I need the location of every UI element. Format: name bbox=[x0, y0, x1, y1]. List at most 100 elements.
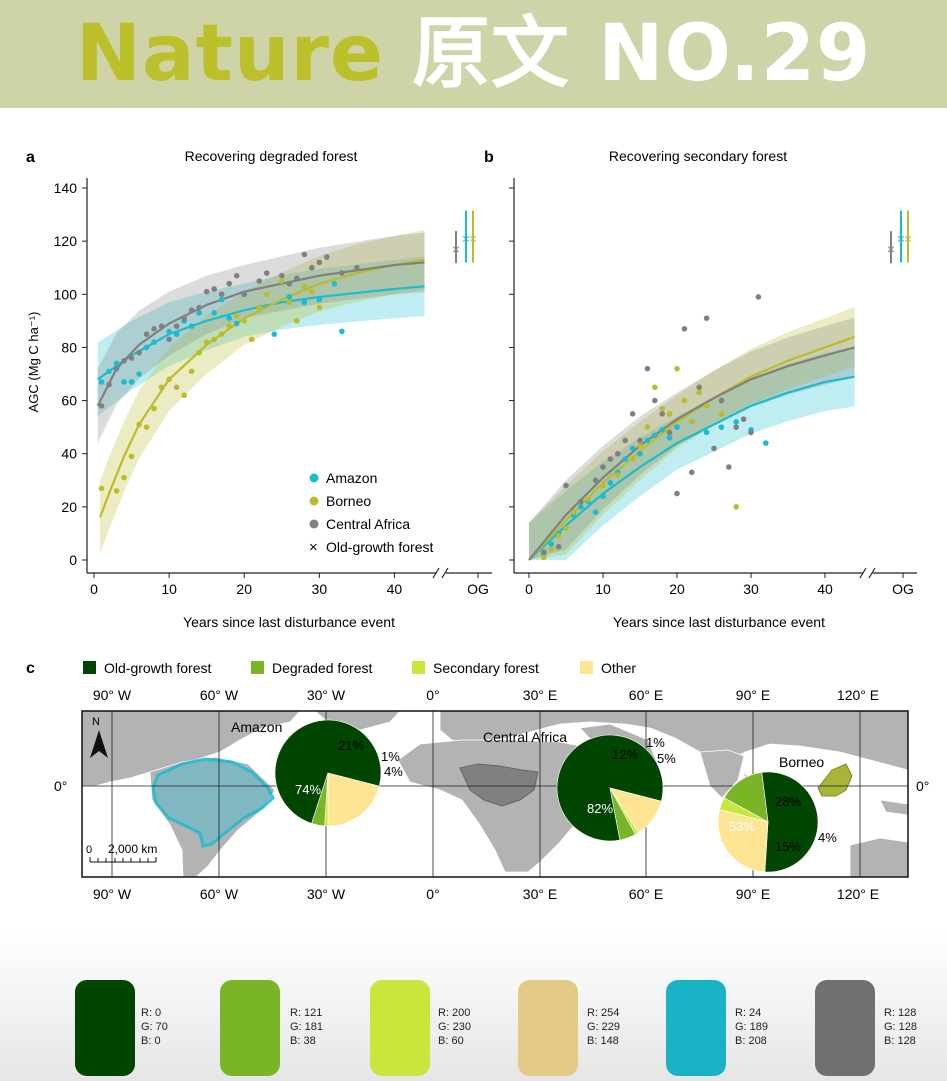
north-arrow-icon bbox=[90, 730, 108, 758]
scale-bar bbox=[89, 857, 157, 863]
pie-label-borneo-secondary: 4% bbox=[818, 830, 837, 845]
chart-a-point-borneo-7 bbox=[158, 384, 165, 391]
lon-label-top-90w: 90° W bbox=[93, 687, 132, 703]
chart-b-point-amazon-21 bbox=[718, 424, 725, 430]
region-label-amazon: Amazon bbox=[231, 719, 282, 735]
chart-a-fit-line-amazon bbox=[97, 285, 425, 381]
chart-a-point-amazon-4 bbox=[128, 379, 135, 385]
chart-b-point-amazon-12 bbox=[629, 445, 636, 452]
chart-b-point-borneo-18 bbox=[703, 403, 710, 409]
swatch-secondary bbox=[370, 980, 430, 1076]
swatch-amazon-b: B: 208 bbox=[735, 1035, 767, 1047]
chart-b-point-central-africa-23 bbox=[733, 424, 739, 430]
chart-a-band-borneo bbox=[100, 229, 425, 555]
central-africa-forest-region bbox=[459, 763, 539, 807]
chart-a-point-central-africa-25 bbox=[301, 251, 308, 258]
banner-nature: Nature bbox=[75, 9, 384, 99]
chart-b-point-amazon-18 bbox=[674, 424, 680, 430]
chart-a-point-borneo-8 bbox=[166, 376, 172, 383]
chart-a-point-amazon-7 bbox=[151, 339, 157, 345]
swatch-amazon bbox=[666, 980, 726, 1076]
pie-slice-amazon-old-growth-forest bbox=[274, 719, 382, 824]
panel-c-legend: Old-growth forest Degraded forest Second… bbox=[83, 660, 636, 676]
banner-yuanwen: 原文 bbox=[412, 9, 571, 99]
north-label: N bbox=[92, 716, 100, 728]
chart-b-x-tick-label-og: OG bbox=[892, 581, 914, 597]
chart-b-point-borneo-1 bbox=[548, 546, 554, 553]
land-new-guinea bbox=[879, 799, 908, 816]
swatch-old-growth bbox=[75, 980, 135, 1076]
chart-a-point-borneo-1 bbox=[113, 488, 120, 494]
pie-slice-amazon-other bbox=[327, 772, 380, 827]
chart-a-x-tick-label-20: 20 bbox=[236, 581, 252, 597]
region-label-central-africa: Central Africa bbox=[483, 729, 567, 745]
chart-a-point-central-africa-11 bbox=[181, 315, 187, 322]
chart-a-legend: Amazon Borneo Central Africa × Old-growt… bbox=[309, 470, 433, 556]
chart-a-point-borneo-20 bbox=[256, 304, 263, 311]
swatch-degraded-r: R: 121 bbox=[290, 1007, 323, 1019]
lon-label-top-60e: 60° E bbox=[629, 687, 663, 703]
chart-b-point-amazon-15 bbox=[652, 432, 658, 438]
swatch-secondary-r: R: 200 bbox=[438, 1007, 471, 1019]
chart-b-point-amazon-13 bbox=[637, 450, 643, 457]
pie-label-amazon-other: 21% bbox=[338, 738, 364, 753]
chart-b-point-borneo-16 bbox=[689, 419, 695, 425]
pie-label-central-africa-degraded: 5% bbox=[657, 751, 676, 766]
chart-a-point-borneo-14 bbox=[211, 336, 217, 343]
chart-b-fit-line-borneo bbox=[528, 335, 855, 561]
swatch-degraded-values: R: 121 G: 181 B: 38 bbox=[290, 1006, 323, 1048]
swatch-degraded-b: B: 38 bbox=[290, 1035, 316, 1047]
chart-a-point-borneo-12 bbox=[196, 349, 202, 356]
pie-label-amazon-old-growth: 74% bbox=[295, 782, 321, 797]
legend-c-other: Other bbox=[601, 660, 636, 676]
swatch-degraded bbox=[220, 980, 280, 1076]
swatch-old-growth-values: R: 0 G: 70 B: 0 bbox=[141, 1006, 168, 1048]
chart-b-point-borneo-7 bbox=[615, 472, 621, 478]
chart-a-y-tick-label-20: 20 bbox=[61, 499, 77, 515]
swatch-other bbox=[518, 980, 578, 1076]
chart-b-point-central-africa-25 bbox=[748, 429, 754, 436]
chart-a-point-central-africa-16 bbox=[218, 291, 225, 298]
chart-b-point-amazon-17 bbox=[666, 434, 673, 441]
chart-b-point-borneo-10 bbox=[644, 424, 651, 430]
chart-a-point-borneo-13 bbox=[203, 339, 210, 345]
figure-canvas: a b c Recovering degraded forest Years s… bbox=[26, 148, 929, 902]
chart-a-point-central-africa-13 bbox=[196, 304, 202, 311]
chart-b-point-borneo-15 bbox=[681, 397, 688, 404]
chart-b-point-borneo-0 bbox=[541, 554, 547, 561]
chart-a-point-central-africa-12 bbox=[188, 307, 195, 314]
chart-b-point-central-africa-1 bbox=[555, 543, 562, 550]
chart-a-point-central-africa-20 bbox=[256, 278, 263, 284]
swatch-other-r: R: 254 bbox=[587, 1007, 620, 1019]
chart-a-point-borneo-23 bbox=[286, 299, 293, 306]
chart-b-point-amazon-16 bbox=[659, 427, 665, 433]
chart-a-point-amazon-0 bbox=[98, 379, 105, 385]
chart-b-point-central-africa-4 bbox=[592, 477, 599, 484]
swatch-central-africa-r: R: 128 bbox=[884, 1007, 917, 1019]
chart-b-point-amazon-22 bbox=[733, 419, 739, 425]
pie-label-central-africa-old-growth: 82% bbox=[587, 801, 613, 816]
chart-a-x-tick-label-0: 0 bbox=[90, 581, 98, 597]
chart-a-point-amazon-14 bbox=[218, 296, 225, 303]
chart-b-x-tick-label-0: 0 bbox=[525, 581, 533, 597]
panel-a-label: a bbox=[26, 149, 35, 166]
chart-b-point-borneo-17 bbox=[696, 389, 702, 396]
lon-label-top-30e: 30° E bbox=[523, 687, 557, 703]
chart-a-point-borneo-5 bbox=[143, 424, 150, 430]
chart-b-point-central-africa-13 bbox=[659, 411, 665, 417]
scale-label: 2,000 km bbox=[108, 842, 157, 856]
banner-title: Nature 原文 NO.29 bbox=[0, 0, 947, 108]
swatch-amazon-values: R: 24 G: 189 B: 208 bbox=[735, 1006, 768, 1048]
chart-a-point-central-africa-22 bbox=[278, 272, 285, 279]
swatch-central-africa-values: R: 128 G: 128 B: 128 bbox=[884, 1006, 917, 1048]
pie-charts bbox=[274, 719, 819, 873]
chart-b-point-amazon-5 bbox=[578, 504, 584, 510]
chart-a-point-borneo-10 bbox=[181, 392, 187, 399]
pie-label-borneo-old-growth: 53% bbox=[729, 819, 755, 834]
chart-a-point-amazon-16 bbox=[233, 320, 240, 327]
swatch-central-africa bbox=[815, 980, 875, 1076]
lon-label-top-0: 0° bbox=[426, 687, 439, 703]
chart-b-point-central-africa-0 bbox=[541, 549, 547, 555]
chart-a-point-borneo-21 bbox=[263, 291, 270, 298]
lon-label-bottom-60w: 60° W bbox=[200, 886, 239, 902]
